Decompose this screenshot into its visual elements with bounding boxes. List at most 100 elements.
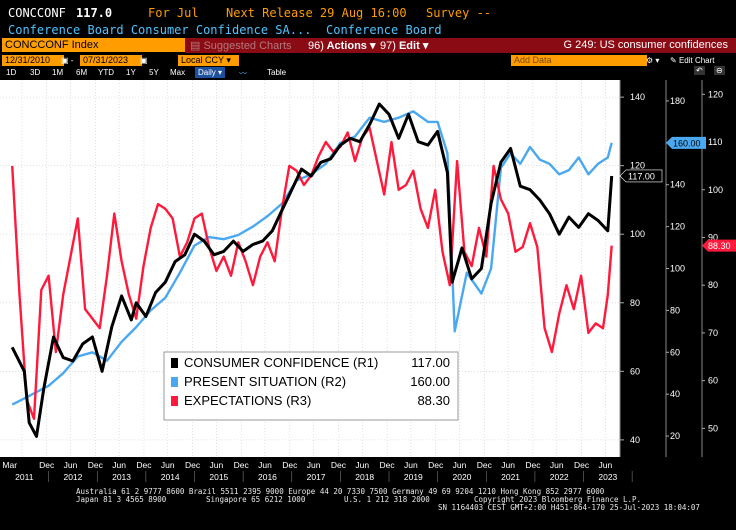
chevron-down-icon: ▾ bbox=[369, 40, 376, 52]
x-axis-month-label: Jun bbox=[64, 460, 78, 470]
x-axis-month-label: Jun bbox=[501, 460, 515, 470]
series-line-2[interactable] bbox=[11, 110, 613, 406]
edit-chart-button[interactable]: ✎ Edit Chart bbox=[670, 56, 715, 65]
axis-r2-tick-label: 140 bbox=[670, 180, 685, 190]
frequency-select[interactable]: Daily ▾ bbox=[195, 67, 226, 78]
period-1y[interactable]: 1Y bbox=[126, 68, 136, 77]
legend-label: EXPECTATIONS (R3) bbox=[184, 393, 311, 408]
axis-r2-tick-label: 60 bbox=[670, 347, 680, 357]
calendar-icon[interactable]: ▣ - bbox=[61, 56, 74, 65]
x-axis-year-label: 2022 bbox=[550, 472, 569, 482]
legend-value: 160.00 bbox=[410, 374, 450, 389]
next-release: Next Release 29 Aug 16:00 bbox=[226, 6, 407, 20]
axis-r1-tick-label: 80 bbox=[630, 298, 640, 308]
axis-r2-tick-label: 120 bbox=[670, 222, 685, 232]
security-field[interactable]: CONCCONF Index bbox=[2, 38, 188, 52]
toolbar: CONCCONF Index ▤ Suggested Charts 96) Ac… bbox=[0, 38, 736, 53]
chevron-down-icon: ▾ bbox=[226, 55, 231, 65]
x-axis-month-label: Jun bbox=[307, 460, 321, 470]
value-tag-r2-label: 160.00 bbox=[673, 138, 701, 148]
line-chart[interactable]: 1401201008060401801601401201008060402012… bbox=[0, 80, 736, 490]
x-axis-month-label: Dec bbox=[331, 460, 347, 470]
period-row: 1D 3D 1M 6M YTD 1Y 5Y Max Daily ▾ 〰 Tabl… bbox=[0, 66, 736, 79]
footer-phones-japan: Japan 81 3 4565 8900 bbox=[76, 495, 167, 504]
axis-r3-tick-label: 50 bbox=[708, 423, 718, 433]
x-axis-month-label: Dec bbox=[525, 460, 541, 470]
period-1m[interactable]: 1M bbox=[52, 68, 64, 77]
period-ytd[interactable]: YTD bbox=[98, 68, 114, 77]
period-6m[interactable]: 6M bbox=[76, 68, 88, 77]
value-tag-r1 bbox=[619, 169, 663, 183]
value-tag-r3 bbox=[702, 239, 736, 252]
legend-swatch bbox=[171, 358, 178, 368]
value-tag-r2 bbox=[666, 136, 706, 149]
suggested-charts-button[interactable]: ▤ Suggested Charts bbox=[190, 40, 292, 52]
x-axis-month-label: Mar bbox=[2, 460, 17, 470]
currency-select[interactable]: Local CCY ▾ bbox=[178, 55, 239, 66]
axis-r3-tick-label: 60 bbox=[708, 376, 718, 386]
x-axis-month-label: Dec bbox=[282, 460, 298, 470]
end-date-input[interactable]: 07/31/2023 bbox=[80, 55, 142, 66]
table-button[interactable]: Table bbox=[267, 68, 287, 77]
toolbar-bar bbox=[185, 38, 736, 53]
edit-menu[interactable]: 97) Edit ▾ bbox=[380, 40, 429, 52]
axis-r2-tick-label: 80 bbox=[670, 305, 680, 315]
undo-icon[interactable]: ↶ bbox=[694, 66, 705, 75]
footer-phones-singapore: Singapore 65 6212 1000 bbox=[206, 495, 306, 504]
line-chart-icon[interactable]: 〰 bbox=[239, 69, 247, 78]
axis-r1-tick-label: 140 bbox=[630, 92, 645, 102]
period-label: For Jul bbox=[148, 6, 199, 20]
x-axis-month-label: Jun bbox=[161, 460, 175, 470]
zoom-icon[interactable]: ⊖ bbox=[714, 66, 725, 75]
ticker[interactable]: CONCCONF bbox=[8, 6, 66, 20]
axis-r3-tick-label: 120 bbox=[708, 89, 723, 99]
header-row: CONCCONF 117.0 For Jul Next Release 29 A… bbox=[0, 6, 736, 23]
actions-menu[interactable]: 96) Actions ▾ bbox=[308, 40, 376, 52]
period-3d[interactable]: 3D bbox=[30, 68, 41, 77]
x-axis-month-label: Jun bbox=[112, 460, 126, 470]
axis-r1-tick-label: 60 bbox=[630, 366, 640, 376]
x-axis-month-label: Dec bbox=[574, 460, 590, 470]
axis-r1-tick-label: 120 bbox=[630, 161, 645, 171]
axis-r3-tick-label: 110 bbox=[708, 137, 722, 147]
axis-r2-tick-label: 100 bbox=[670, 264, 685, 274]
x-axis-year-label: 2021 bbox=[501, 472, 520, 482]
x-axis-year-label: 2015 bbox=[209, 472, 228, 482]
axis-r1-tick-label: 100 bbox=[630, 229, 645, 239]
footer-phones: Australia 61 2 9777 8600 Brazil 5511 239… bbox=[76, 487, 605, 496]
x-axis-month-label: Dec bbox=[88, 460, 104, 470]
x-axis-year-label: 2013 bbox=[112, 472, 131, 482]
x-axis-month-label: Jun bbox=[258, 460, 272, 470]
x-axis-month-label: Dec bbox=[477, 460, 493, 470]
legend-label: CONSUMER CONFIDENCE (R1) bbox=[184, 355, 378, 370]
x-axis-year-label: 2011 bbox=[15, 472, 34, 482]
series-line-1[interactable] bbox=[10, 102, 614, 438]
footer-copyright: Copyright 2023 Bloomberg Finance L.P. bbox=[474, 495, 642, 504]
x-axis-month-label: Dec bbox=[234, 460, 250, 470]
footer: Australia 61 2 9777 8600 Brazil 5511 239… bbox=[0, 486, 736, 530]
period-1d[interactable]: 1D bbox=[6, 68, 17, 77]
period-max[interactable]: Max bbox=[170, 68, 186, 77]
start-date-input[interactable]: 12/31/2010 bbox=[2, 55, 64, 66]
axis-r3-tick-label: 80 bbox=[708, 280, 718, 290]
footer-phones-us: U.S. 1 212 318 2000 bbox=[344, 495, 430, 504]
legend-box bbox=[163, 351, 459, 421]
series-line-3[interactable] bbox=[11, 126, 613, 420]
calendar-icon[interactable]: ▣ bbox=[140, 56, 148, 65]
settings-icon[interactable]: ⚙ ▾ bbox=[646, 56, 660, 65]
add-data-input[interactable]: Add Data bbox=[511, 55, 647, 66]
axis-r3-tick-label: 90 bbox=[708, 232, 718, 242]
x-axis-year-label: 2019 bbox=[404, 472, 423, 482]
x-axis-month-label: Jun bbox=[355, 460, 369, 470]
value-tag-r1-label: 117.00 bbox=[628, 171, 655, 181]
page-title: G 249: US consumer confidences bbox=[563, 39, 728, 51]
series-source: Conference Board bbox=[326, 23, 442, 37]
period-5y[interactable]: 5Y bbox=[149, 68, 159, 77]
date-range-row: 12/31/2010 ▣ - 07/31/2023 ▣ Local CCY ▾ … bbox=[0, 55, 736, 68]
chevron-down-icon: ▾ bbox=[422, 40, 429, 52]
axis-r3-tick-label: 70 bbox=[708, 328, 718, 338]
legend-value: 88.30 bbox=[417, 393, 450, 408]
chevron-down-icon: ▾ bbox=[218, 68, 223, 77]
description-row: Conference Board Consumer Confidence SA.… bbox=[0, 23, 736, 38]
axis-r3-tick-label: 100 bbox=[708, 185, 723, 195]
